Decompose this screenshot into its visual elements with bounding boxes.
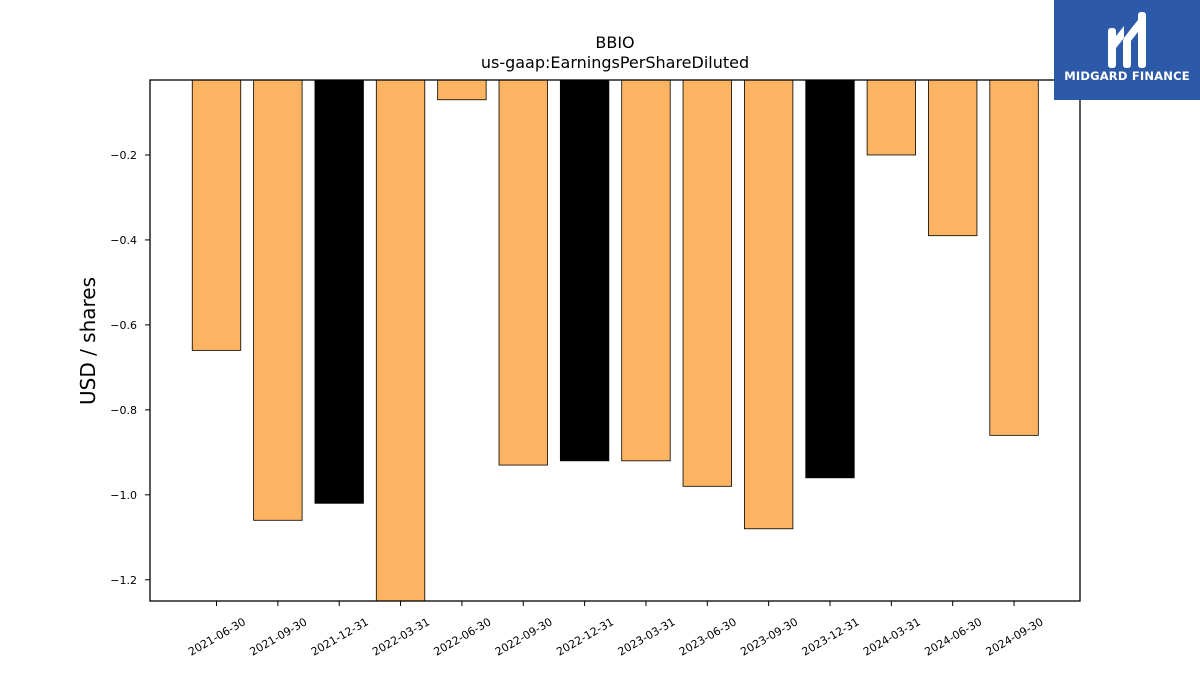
bars-group xyxy=(191,79,1039,602)
x-tick-label: 2023-09-30 xyxy=(738,615,800,658)
plot-frame xyxy=(149,79,1081,602)
x-tick-label: 2021-06-30 xyxy=(186,615,248,658)
y-tick-label: −0.6 xyxy=(110,319,137,332)
bar-2021-06-30 xyxy=(191,79,242,351)
x-axis-ticks: 2021-06-30 2021-09-30 2021-12-31 2022-03-31… xyxy=(186,601,1046,659)
x-tick-label: 2022-03-31 xyxy=(370,615,432,658)
chart-title: BBIO xyxy=(595,33,634,52)
x-tick-label: 2023-06-30 xyxy=(677,615,739,658)
bar-2023-03-31 xyxy=(621,79,671,462)
bar-2022-12-31 xyxy=(559,79,610,462)
x-tick-label: 2024-09-30 xyxy=(984,615,1046,658)
bar-2021-12-31 xyxy=(314,79,364,504)
bar-2024-03-31 xyxy=(866,79,916,156)
y-tick-label: −1.0 xyxy=(110,489,137,502)
bar-2021-09-30 xyxy=(253,79,303,521)
x-tick-label: 2023-12-31 xyxy=(800,615,862,658)
bar-2023-12-31 xyxy=(805,79,855,479)
bar-2024-09-30 xyxy=(989,79,1039,436)
x-tick-label: 2024-06-30 xyxy=(922,615,984,658)
bar-2024-06-30 xyxy=(928,79,978,237)
x-tick-label: 2023-03-31 xyxy=(616,615,678,658)
x-tick-label: 2022-12-31 xyxy=(554,615,616,658)
y-tick-label: −0.8 xyxy=(110,404,137,417)
bar-2023-06-30 xyxy=(682,79,732,487)
x-tick-label: 2022-06-30 xyxy=(432,615,494,658)
x-tick-label: 2021-12-31 xyxy=(309,615,371,658)
midgard-logo-icon xyxy=(1108,12,1146,68)
x-tick-label: 2021-09-30 xyxy=(247,615,309,658)
bar-2022-06-30 xyxy=(437,79,487,101)
y-tick-label: −1.2 xyxy=(110,574,137,587)
bar-2022-03-31 xyxy=(375,79,426,602)
y-axis-ticks: −0.2 −0.4 −0.6 −0.8 −1.0 −1.2 xyxy=(110,149,150,587)
y-tick-label: −0.4 xyxy=(110,234,137,247)
bar-2022-09-30 xyxy=(498,79,548,466)
chart-subtitle: us-gaap:EarningsPerShareDiluted xyxy=(481,53,749,72)
y-axis-label: USD / shares xyxy=(76,277,100,405)
brand-name: MIDGARD FINANCE xyxy=(1064,69,1190,83)
x-tick-label: 2022-09-30 xyxy=(493,615,555,658)
brand-logo: MIDGARD FINANCE xyxy=(1054,0,1200,100)
x-tick-label: 2024-03-31 xyxy=(861,615,923,658)
y-tick-label: −0.2 xyxy=(110,149,137,162)
bar-2023-09-30 xyxy=(744,79,794,530)
